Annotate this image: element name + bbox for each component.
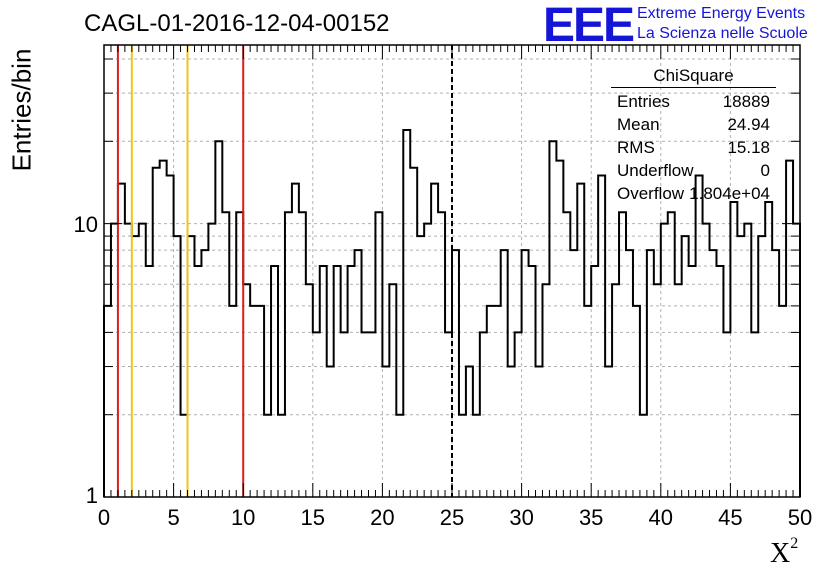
x-tick-label-0: 0 xyxy=(97,505,111,530)
x-tick-label-20: 20 xyxy=(370,505,395,530)
stats-value: 24.94 xyxy=(727,115,770,134)
stats-row-overflow: Overflow 1.804e+04 xyxy=(611,182,776,205)
x-tick-label-15: 15 xyxy=(300,505,326,530)
x-tick-label-50: 50 xyxy=(787,505,813,530)
y-tick-label-1: 1 xyxy=(85,483,98,508)
histogram-step-line xyxy=(103,128,801,497)
stats-label: Mean xyxy=(617,115,660,134)
stats-label: Underflow xyxy=(617,161,694,180)
eee-logo-text: Extreme Energy Events La Scienza nelle S… xyxy=(637,4,808,44)
logo-line-1: Extreme Energy Events xyxy=(637,5,806,22)
x-tick-label-35: 35 xyxy=(578,505,604,530)
stats-row-mean: Mean 24.94 xyxy=(611,113,776,136)
stats-row-underflow: Underflow 0 xyxy=(611,159,776,182)
eee-logo: EEE xyxy=(543,0,635,52)
stats-label: Overflow xyxy=(617,184,685,203)
x-tick-label-25: 25 xyxy=(439,505,465,530)
stats-label: Entries xyxy=(617,92,670,111)
x-tick-label-45: 45 xyxy=(718,505,743,530)
y-tick-label-10: 10 xyxy=(73,212,98,237)
x-tick-label-5: 5 xyxy=(167,505,180,530)
x-axis-label: X2 xyxy=(770,534,799,570)
stats-row-entries: Entries 18889 xyxy=(611,90,776,113)
stats-value: 18889 xyxy=(722,92,770,111)
stats-value: 0 xyxy=(760,161,770,180)
x-tick-label-30: 30 xyxy=(509,505,534,530)
stats-value: 1.804e+04 xyxy=(689,184,770,203)
logo-line-2: La Scienza nelle Scuole xyxy=(637,25,808,42)
stats-box: ChiSquare Entries 18889 Mean 24.94 RMS 15.1… xyxy=(611,66,776,205)
stats-title: ChiSquare xyxy=(611,66,776,88)
x-tick-label-40: 40 xyxy=(648,505,674,530)
x-tick-label-10: 10 xyxy=(230,505,256,530)
x-axis-label-main: X xyxy=(770,538,791,569)
plot-title: CAGL-01-2016-12-04-00152 xyxy=(84,10,390,37)
x-axis-label-superscript: 2 xyxy=(790,534,799,552)
stats-row-rms: RMS 15.18 xyxy=(611,136,776,159)
stats-label: RMS xyxy=(617,138,655,157)
y-axis-label: Entries/bin xyxy=(6,48,37,172)
stats-value: 15.18 xyxy=(727,138,770,157)
